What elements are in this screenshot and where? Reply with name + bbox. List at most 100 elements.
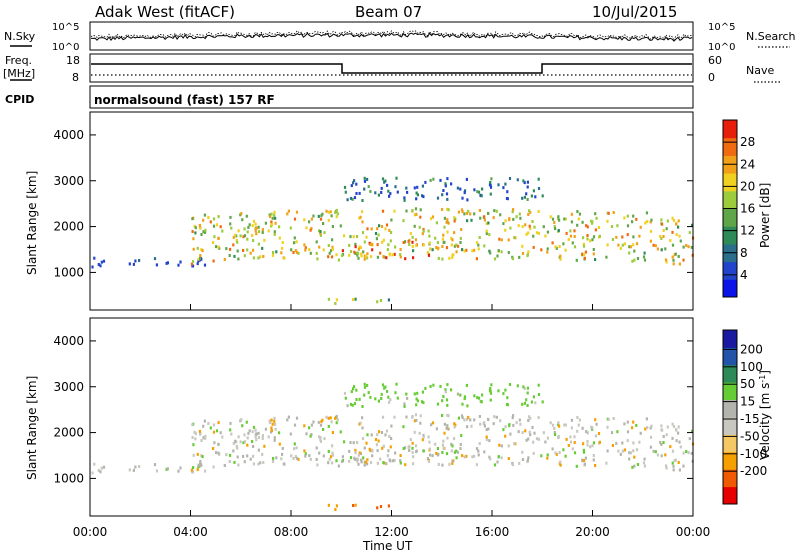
velocity-cell [592,441,596,445]
velocity-cell [369,461,373,465]
power-cell [598,234,601,238]
power-cell [521,225,524,229]
velocity-cell [524,429,527,433]
power-cell [192,247,195,251]
velocity-cell [615,441,618,445]
velocity-cell [212,465,215,469]
velocity-cell [376,506,379,510]
velocity-cell [335,459,338,463]
velocity-cell [589,445,592,449]
power-cell [251,234,254,237]
velocity-cell [646,426,649,430]
power-cell [196,262,199,266]
velocity-cell [192,443,195,447]
power-cell [427,229,430,233]
velocity-cell [419,421,422,425]
power-cell [415,244,418,248]
velocity-cell [594,434,597,438]
velocity-cell [358,397,361,401]
velocity-cell [576,429,579,433]
velocity-cell [441,414,444,417]
velocity-cell [489,391,493,395]
velocity-cell [237,463,240,467]
velocity-cell [672,468,675,472]
power-cell [202,218,205,222]
power-cell [403,196,406,200]
velocity-cell [463,395,467,399]
velocity-cell [445,426,448,430]
power-cell [254,229,257,233]
velocity-cell [445,452,449,456]
velocity-cell [562,448,565,452]
power-colorbar-tick-label: 12 [740,224,755,238]
velocity-cell [203,419,206,423]
velocity-cell [352,387,355,391]
velocity-colorbar-swatch [723,434,737,453]
power-cell [656,247,659,251]
velocity-cell [679,445,682,449]
power-cell [570,212,573,216]
power-cell [418,225,421,229]
velocity-cell [384,433,387,437]
power-cell [138,259,141,262]
power-cell [570,220,573,224]
power-cell [551,217,555,221]
power-cell [638,234,641,238]
power-frame [89,111,694,311]
power-cell [502,222,505,226]
power-colorbar-swatch [723,208,737,227]
velocity-cell [242,454,245,458]
velocity-cell [303,449,306,453]
power-cell [319,232,322,236]
velocity-cell [444,390,447,394]
power-cell [575,258,578,262]
velocity-cell [465,383,468,387]
power-cell [586,237,589,241]
power-ytick-label: 2000 [53,220,84,234]
velocity-cell [309,434,312,438]
power-cell [509,226,512,230]
power-cell [450,243,453,247]
velocity-cell [586,443,589,447]
velocity-cell [318,451,321,455]
velocity-cell [592,458,595,462]
velocity-cell [454,423,457,427]
power-cell [594,258,597,261]
velocity-cell [429,384,432,388]
velocity-cell [492,422,495,426]
velocity-cell [375,443,378,447]
power-cell [459,187,462,191]
velocity-cell [252,425,256,429]
power-cell [488,233,491,237]
velocity-cell [652,449,655,453]
power-cell [381,240,384,244]
power-cell [335,208,338,212]
power-cell [325,209,328,213]
power-cell [381,209,385,213]
velocity-cell [243,433,246,437]
velocity-cell [671,436,674,440]
velocity-cell [356,441,359,444]
power-cell [454,217,457,221]
velocity-cell [446,413,449,417]
velocity-cell [426,457,429,461]
velocity-cell [583,459,586,462]
velocity-cell [586,440,589,443]
velocity-colorbar-swatch [723,469,737,488]
power-cell [237,257,240,261]
power-cell [384,227,387,231]
velocity-cell [341,460,344,463]
power-cell [661,222,664,226]
power-cell [278,236,281,240]
power-cell [327,255,330,259]
power-cell [366,177,369,181]
velocity-cell [546,436,549,440]
power-cell [310,217,313,221]
velocity-cell [446,424,449,428]
power-cell [354,297,357,301]
noise-frame [89,21,694,51]
velocity-cell [278,442,281,446]
power-cell [308,220,311,224]
power-cell [309,228,312,232]
power-cell [415,197,418,201]
